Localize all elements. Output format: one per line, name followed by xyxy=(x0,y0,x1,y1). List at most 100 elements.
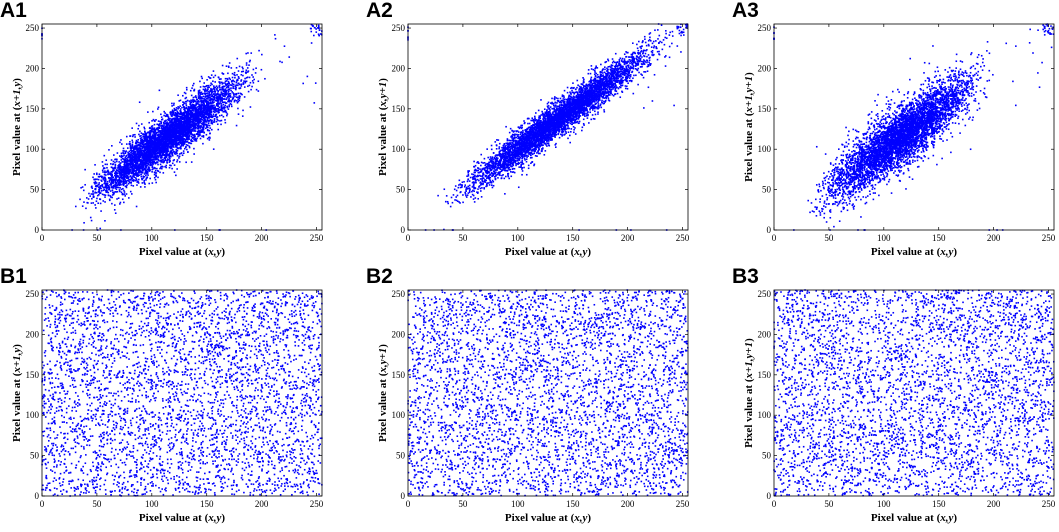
scatter-point xyxy=(151,158,154,161)
scatter-point xyxy=(165,135,168,138)
scatter-point xyxy=(131,145,134,147)
scatter-point xyxy=(248,84,251,87)
scatter-point xyxy=(172,135,174,138)
scatter-point xyxy=(154,167,156,169)
scatter-point xyxy=(178,157,180,159)
scatter-point xyxy=(115,169,118,171)
scatter-point xyxy=(144,183,146,185)
scatter-point xyxy=(173,164,176,166)
scatter-point xyxy=(114,161,116,164)
scatter-point xyxy=(238,65,241,68)
scatter-point xyxy=(209,118,212,121)
scatter-point xyxy=(140,135,142,137)
scatter-point xyxy=(110,176,113,178)
scatter-point xyxy=(248,64,250,66)
scatter-point xyxy=(196,117,198,119)
scatter-point xyxy=(207,94,209,97)
scatter-point xyxy=(177,137,180,139)
scatter-point xyxy=(161,154,164,156)
scatter-point xyxy=(126,158,129,161)
scatter-point xyxy=(176,139,179,141)
scatter-point xyxy=(99,202,102,205)
scatter-point xyxy=(220,98,222,100)
scatter-point xyxy=(191,118,193,120)
scatter-point xyxy=(199,109,202,111)
scatter-point xyxy=(80,186,82,189)
scatter-point xyxy=(118,167,121,169)
scatter-point xyxy=(120,166,122,169)
scatter-point xyxy=(193,138,195,140)
scatter-point xyxy=(116,167,119,169)
scatter-point xyxy=(192,110,195,112)
scatter-point xyxy=(200,91,203,94)
scatter-point xyxy=(144,169,147,172)
scatter-point xyxy=(202,106,205,109)
scatter-point xyxy=(180,118,183,120)
scatter-point xyxy=(176,113,179,115)
scatter-point xyxy=(170,123,172,125)
scatter-point xyxy=(160,125,163,127)
scatter-point xyxy=(162,139,165,141)
scatter-point xyxy=(171,130,173,132)
scatter-point xyxy=(158,144,161,147)
scatter-point xyxy=(210,113,212,116)
scatter-point xyxy=(249,81,252,84)
scatter-point xyxy=(102,178,104,180)
scatter-point xyxy=(246,67,249,69)
scatter-point xyxy=(193,107,196,109)
scatter-point xyxy=(187,138,189,141)
scatter-point xyxy=(130,166,132,168)
scatter-point xyxy=(188,119,190,121)
scatter-point xyxy=(160,151,163,154)
scatter-point xyxy=(202,121,204,124)
scatter-point xyxy=(133,145,136,148)
scatter-point xyxy=(216,118,218,121)
scatter-point xyxy=(196,126,198,129)
scatter-point xyxy=(214,86,216,89)
scatter-point xyxy=(126,184,128,187)
scatter-point xyxy=(234,87,236,90)
scatter-point xyxy=(212,93,215,96)
scatter-point xyxy=(146,162,149,165)
scatter-point xyxy=(225,83,228,86)
scatter-point xyxy=(185,161,187,164)
scatter-point xyxy=(120,152,123,155)
scatter-point xyxy=(192,120,194,123)
scatter-point xyxy=(145,162,147,165)
scatter-point xyxy=(209,77,212,79)
scatter-point xyxy=(225,86,228,89)
scatter-point xyxy=(196,137,198,140)
scatter-point xyxy=(221,99,223,101)
scatter-point xyxy=(149,160,152,163)
scatter-point xyxy=(139,149,142,151)
scatter-point xyxy=(210,111,213,113)
scatter-point xyxy=(183,121,185,124)
scatter-point xyxy=(181,143,183,146)
scatter-point xyxy=(146,172,149,174)
scatter-point xyxy=(234,76,236,79)
scatter-point xyxy=(251,74,253,76)
scatter-point xyxy=(185,102,187,105)
scatter-point xyxy=(223,95,225,97)
scatter-point xyxy=(169,130,172,133)
scatter-point xyxy=(147,141,150,144)
scatter-point xyxy=(154,169,157,172)
scatter-point xyxy=(114,173,117,176)
scatter-point xyxy=(110,184,113,186)
scatter-point xyxy=(225,89,228,92)
scatter-point xyxy=(103,176,105,179)
scatter-point xyxy=(123,177,125,179)
scatter-point xyxy=(216,103,219,106)
scatter-point xyxy=(151,140,154,143)
scatter-point xyxy=(192,82,195,85)
scatter-point xyxy=(131,158,134,161)
scatter-point xyxy=(234,99,236,102)
scatter-point xyxy=(180,152,183,154)
scatter-point xyxy=(172,110,174,112)
scatter-point xyxy=(125,143,128,145)
scatter-point xyxy=(141,169,144,171)
scatter-point xyxy=(146,136,148,138)
scatter-point xyxy=(118,172,120,175)
scatter-point xyxy=(198,118,201,120)
scatter-point xyxy=(168,136,171,139)
